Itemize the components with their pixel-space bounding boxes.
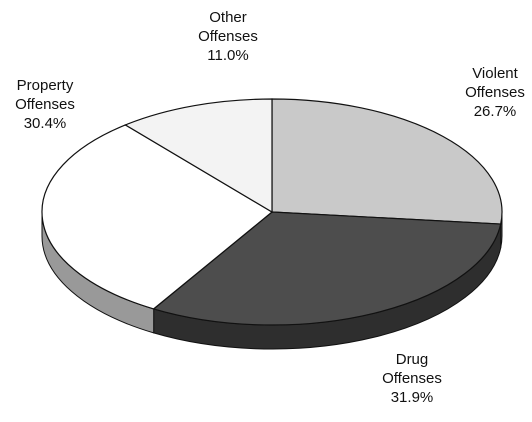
slice-label: Drug Offenses: [382, 351, 442, 387]
slice: [124, 98, 273, 214]
slice-value-label: 31.9%: [390, 389, 434, 406]
slice: [271, 98, 503, 225]
slice-value-label: 26.7%: [473, 103, 517, 120]
slice: [152, 211, 502, 326]
slice-label: Property Offenses: [15, 77, 75, 113]
slice: [41, 124, 274, 310]
slice-label: Violent Offenses: [465, 65, 525, 101]
slice-value-label: 11.0%: [207, 47, 249, 64]
slice-value-label: 30.4%: [23, 115, 67, 132]
slice-label: Other Offenses: [198, 9, 258, 45]
